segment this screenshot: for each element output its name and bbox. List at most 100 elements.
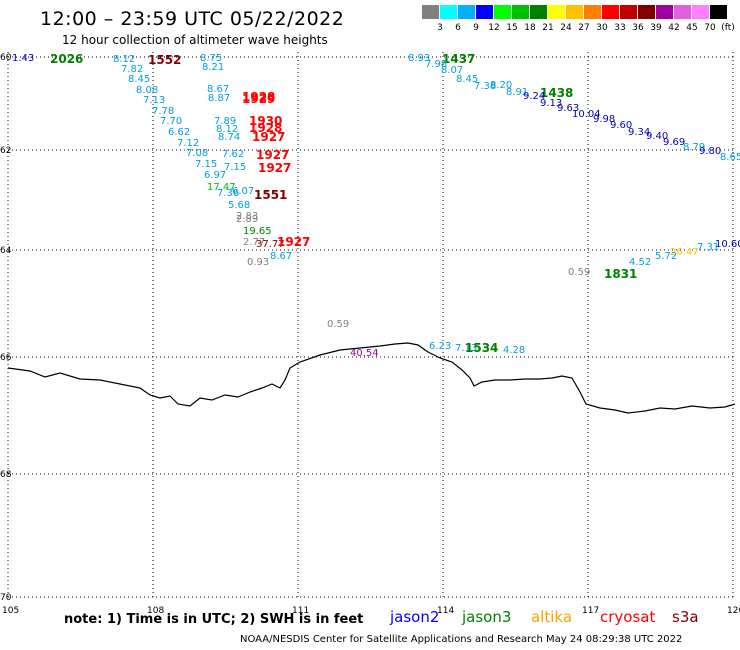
legend-item-jason3: jason3	[462, 608, 512, 626]
pass-time-label: 2026	[50, 52, 83, 66]
lat-label: 60	[0, 53, 12, 63]
pass-time-label: 1929	[242, 92, 275, 106]
wave-height-label: 2.83	[236, 211, 258, 222]
pass-time-label: 1437	[442, 52, 475, 66]
wave-height-label: 9.24	[523, 91, 545, 102]
wave-height-label: 8.45	[456, 74, 478, 85]
colorbar-tick-label: 42	[668, 23, 680, 33]
wave-height-label: 8.07	[441, 65, 463, 76]
pass-time-label: 1927	[277, 235, 310, 249]
colorbar-swatch	[476, 5, 493, 19]
wave-height-label: 8.67	[207, 84, 229, 95]
wave-height-label: 10.04	[572, 109, 601, 120]
colorbar-tick-label: 18	[524, 23, 536, 33]
wave-height-label: 7.89	[214, 116, 236, 127]
wave-height-label: 7.13	[455, 343, 477, 354]
lat-label: 64	[0, 246, 12, 256]
wave-height-label: 7.70	[160, 116, 182, 127]
wave-height-label: 0.59	[568, 267, 590, 278]
coastline	[7, 342, 736, 414]
wave-height-label: 9.69	[663, 137, 685, 148]
pass-time-label: 1551	[254, 188, 287, 202]
lon-label: 105	[2, 606, 19, 616]
wave-height-label: 8.08	[136, 85, 158, 96]
colorbar-tick-label: 3	[437, 23, 443, 33]
colorbar-tick-label: 24	[560, 23, 572, 33]
pass-time-label: 1438	[540, 86, 573, 100]
colorbar-swatch	[530, 5, 547, 19]
wave-height-label: 37.77	[256, 239, 285, 250]
wave-height-label: 9.63	[557, 103, 579, 114]
colorbar-swatch	[710, 5, 727, 19]
wave-height-label: 10.60	[715, 239, 740, 250]
wave-height-label: 7.62	[222, 149, 244, 160]
wave-height-label: 2.77	[243, 237, 265, 248]
wave-height-label: 9.40	[646, 131, 668, 142]
map-title: 12:00 – 23:59 UTC 05/22/2022	[40, 8, 345, 30]
pass-time-label: 1928	[242, 90, 275, 104]
colorbar-tick-label: 33	[614, 23, 626, 33]
colorbar-tick-label: 6	[455, 23, 461, 33]
colorbar-tick-label: 30	[596, 23, 608, 33]
lon-label: 117	[582, 606, 599, 616]
pass-time-label: 1831	[604, 267, 637, 281]
wave-height-label: 8.93	[408, 53, 430, 64]
colorbar-swatch	[548, 5, 565, 19]
wave-height-label: 8.20	[490, 80, 512, 91]
colorbar-swatch	[440, 5, 457, 19]
colorbar-tick-label: 70	[704, 23, 716, 33]
colorbar-swatch	[512, 5, 529, 19]
wave-height-label: 1.43	[12, 53, 34, 64]
legend-item-cryosat: cryosat	[600, 608, 656, 626]
colorbar-tick-label: 27	[578, 23, 590, 33]
legend-item-s3a: s3a	[672, 608, 699, 626]
colorbar-swatch	[638, 5, 655, 19]
colorbar-swatch	[494, 5, 511, 19]
wave-height-label: 17.47	[207, 182, 236, 193]
colorbar-swatch	[584, 5, 601, 19]
lat-label: 70	[0, 593, 12, 603]
colorbar-swatch	[674, 5, 691, 19]
wave-height-label: 8.12	[216, 124, 238, 135]
colorbar-swatch	[620, 5, 637, 19]
wave-height-label: 7.12	[177, 138, 199, 149]
wave-height-label: 8.87	[208, 93, 230, 104]
wave-height-label: 6.23	[429, 341, 451, 352]
wave-height-label: 8.21	[202, 62, 224, 73]
wave-height-label: 6.07	[232, 186, 254, 197]
wave-height-label: 7.36	[217, 188, 239, 199]
colorbar-tick-label: 45	[686, 23, 698, 33]
colorbar-tick-label: 12	[488, 23, 500, 33]
colorbar-unit: (ft)	[721, 23, 735, 33]
wave-height-label: 6.62	[168, 127, 190, 138]
wave-height-label: 4.28	[503, 345, 525, 356]
wave-height-label: 5.68	[228, 200, 250, 211]
wave-height-label: 4.52	[629, 257, 651, 268]
wave-height-label: 7.31	[697, 242, 719, 253]
wave-height-label: 8.67	[270, 251, 292, 262]
wave-height-label: 9.60	[610, 120, 632, 131]
lat-label: 66	[0, 353, 12, 363]
colorbar-swatch	[422, 5, 439, 19]
wave-height-label: 7.78	[152, 106, 174, 117]
pass-time-label: 1928	[249, 121, 282, 135]
footnote: note: 1) Time is in UTC; 2) SWH is in fe…	[64, 612, 364, 627]
wave-height-label: 9.13	[540, 98, 562, 109]
wave-height-label: 0.93	[247, 257, 269, 268]
pass-time-label: 1927	[258, 161, 291, 175]
pass-time-label: 1927	[252, 130, 285, 144]
wave-height-label: 8.79	[683, 142, 705, 153]
colorbar-swatch	[566, 5, 583, 19]
wave-height-label: 8.75	[200, 53, 222, 64]
lon-label: 111	[292, 606, 309, 616]
colorbar-tick-label: 36	[632, 23, 644, 33]
map-subtitle: 12 hour collection of altimeter wave hei…	[62, 33, 328, 47]
lon-label: 120	[727, 606, 740, 616]
pass-time-label: 1927	[256, 148, 289, 162]
wave-height-label: 8.12	[113, 54, 135, 65]
wave-height-label: 7.08	[186, 148, 208, 159]
lat-label: 68	[0, 470, 12, 480]
wave-height-label: 8.65	[720, 152, 740, 163]
colorbar-swatch	[692, 5, 709, 19]
